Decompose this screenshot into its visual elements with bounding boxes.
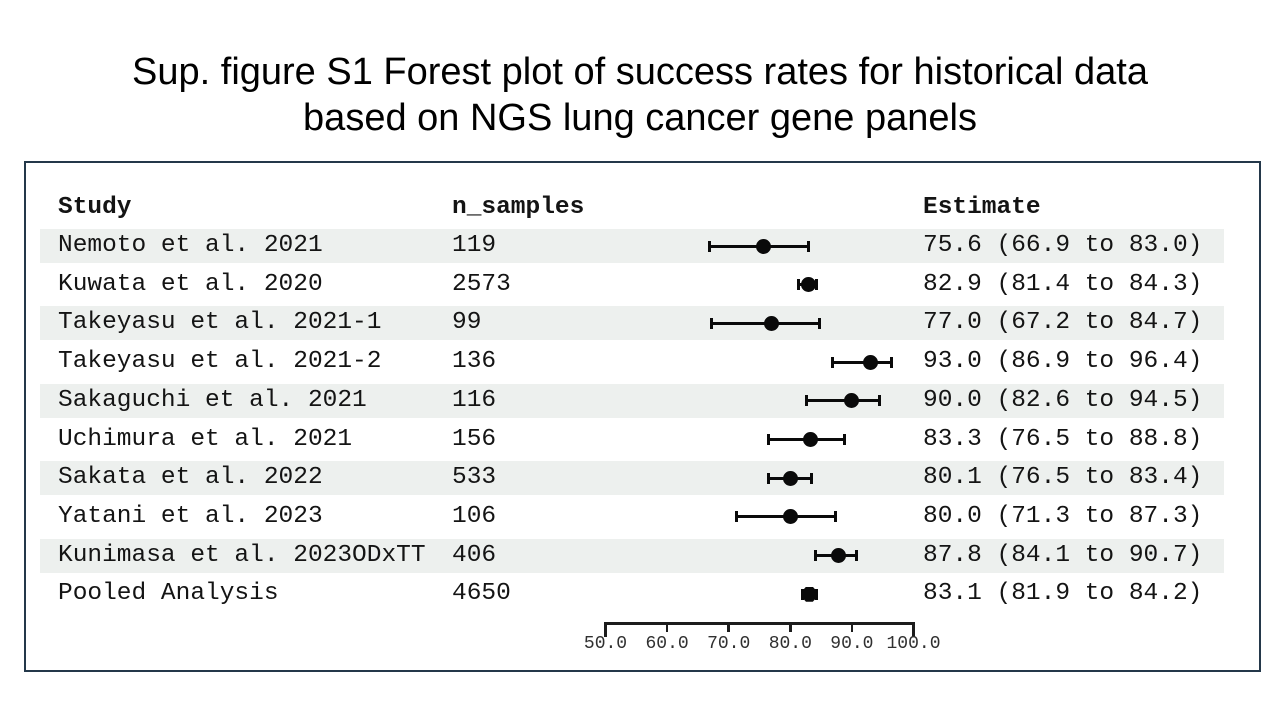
n-samples-cell: 2573 [452,270,511,298]
n-samples-cell: 406 [452,541,497,569]
x-axis-tick [665,622,669,632]
x-axis-tick [850,622,854,632]
study-cell: Uchimura et al. 2021 [58,425,353,453]
point-estimate-marker [782,509,798,525]
table-row: Takeyasu et al. 2021-2 136 93.0 (86.9 to 9… [40,345,1224,379]
study-cell: Nemoto et al. 2021 [58,232,323,259]
estimate-cell: 83.3 (76.5 to 88.8) [923,425,1203,453]
n-samples-cell: 533 [452,464,497,492]
estimate-cell: 77.0 (67.2 to 84.7) [923,309,1203,337]
study-cell: Sakaguchi et al. 2021 [58,386,367,414]
x-axis-tick-label: 60.0 [645,634,689,654]
x-axis-tick [727,622,730,632]
ci-lower-cap [709,317,713,329]
ci-lower-cap [735,511,739,523]
n-samples-cell: 106 [452,502,497,530]
study-cell: Yatani et al. 2023 [58,502,323,530]
study-cell: Kunimasa et al. 2023ODxTT [58,541,426,569]
pooled-estimate-marker [800,586,818,602]
point-estimate-marker [764,315,780,331]
n-samples-cell: 4650 [452,580,511,608]
estimate-cell: 87.8 (84.1 to 90.7) [923,541,1203,569]
x-axis-tick-label: 90.0 [830,634,874,654]
figure-title: Sup. figure S1 Forest plot of success ra… [0,49,1280,141]
estimate-cell: 80.0 (71.3 to 87.3) [923,502,1203,530]
ci-upper-cap [809,472,813,484]
study-cell: Pooled Analysis [58,580,279,608]
confidence-interval-line [832,360,892,364]
ci-upper-cap [878,395,882,407]
n-samples-cell: 116 [452,386,497,414]
point-estimate-marker [862,354,878,370]
ci-upper-cap [815,279,819,291]
ci-lower-cap [804,395,808,407]
x-axis-tick-label: 80.0 [768,634,812,654]
ci-lower-cap [831,356,835,368]
ci-upper-cap [807,240,811,252]
x-axis-tick-label: 100.0 [886,634,941,654]
table-row: Kunimasa et al. 2023ODxTT 406 87.8 (84.1 t… [40,538,1224,573]
point-estimate-marker [830,548,846,564]
figure-title-line2: based on NGS lung cancer gene panels [303,97,977,139]
ci-upper-cap [854,550,858,562]
estimate-cell: 75.6 (66.9 to 83.0) [923,232,1203,259]
n-samples-cell: 119 [452,232,497,259]
point-estimate-marker [800,277,816,293]
column-header-study: Study [58,194,132,221]
estimate-cell: 93.0 (86.9 to 96.4) [923,348,1203,376]
x-axis-tick [604,622,607,637]
x-axis-tick [912,622,915,637]
table-row: Uchimura et al. 2021 156 83.3 (76.5 to 88.… [40,423,1224,457]
study-cell: Sakata et al. 2022 [58,464,323,492]
table-row: Takeyasu et al. 2021-1 99 77.0 (67.2 to 84… [40,306,1224,341]
x-axis-line [605,622,914,625]
ci-lower-cap [767,434,771,445]
n-samples-cell: 99 [452,309,482,337]
ci-lower-cap [767,472,771,484]
table-row: Nemoto et al. 2021 119 75.6 (66.9 to 83.0) [40,229,1224,263]
x-axis-tick [789,622,792,632]
figure-title-line1: Sup. figure S1 Forest plot of success ra… [132,51,1148,93]
n-samples-cell: 156 [452,425,497,453]
estimate-cell: 83.1 (81.9 to 84.2) [923,580,1203,608]
estimate-cell: 90.0 (82.6 to 94.5) [923,386,1203,414]
x-axis-tick-label: 50.0 [583,634,628,654]
point-estimate-marker [803,432,819,447]
ci-lower-cap [708,240,712,252]
table-row: Kuwata et al. 2020 2573 82.9 (81.4 to 84.3… [40,268,1224,302]
ci-upper-cap [843,434,846,445]
study-cell: Takeyasu et al. 2021-1 [58,309,382,337]
estimate-cell: 80.1 (76.5 to 83.4) [923,464,1203,492]
ci-upper-cap [817,317,821,329]
point-estimate-marker [755,238,771,254]
x-axis-tick-label: 70.0 [707,634,751,654]
table-row: Pooled Analysis 4650 83.1 (81.9 to 84.2) [40,577,1224,611]
study-cell: Takeyasu et al. 2021-2 [58,348,382,376]
ci-lower-cap [814,550,818,562]
forest-plot-panel: Study n_samples Estimate Nemoto et al. 2… [24,161,1261,672]
ci-upper-cap [889,356,893,368]
n-samples-cell: 136 [452,348,497,376]
table-row: Sakaguchi et al. 2021 116 90.0 (82.6 to 94… [40,383,1224,418]
study-cell: Kuwata et al. 2020 [58,270,323,298]
table-row: Yatani et al. 2023 106 80.0 (71.3 to 87.3) [40,500,1224,534]
column-header-estimate: Estimate [923,194,1041,221]
point-estimate-marker [844,393,860,409]
ci-upper-cap [833,511,837,523]
confidence-interval-line [806,399,880,403]
estimate-cell: 82.9 (81.4 to 84.3) [923,270,1203,298]
table-row: Sakata et al. 2022 533 80.1 (76.5 to 83.4) [40,461,1224,496]
column-header-n-samples: n_samples [452,194,585,221]
ci-lower-cap [797,279,801,291]
point-estimate-marker [783,470,799,486]
